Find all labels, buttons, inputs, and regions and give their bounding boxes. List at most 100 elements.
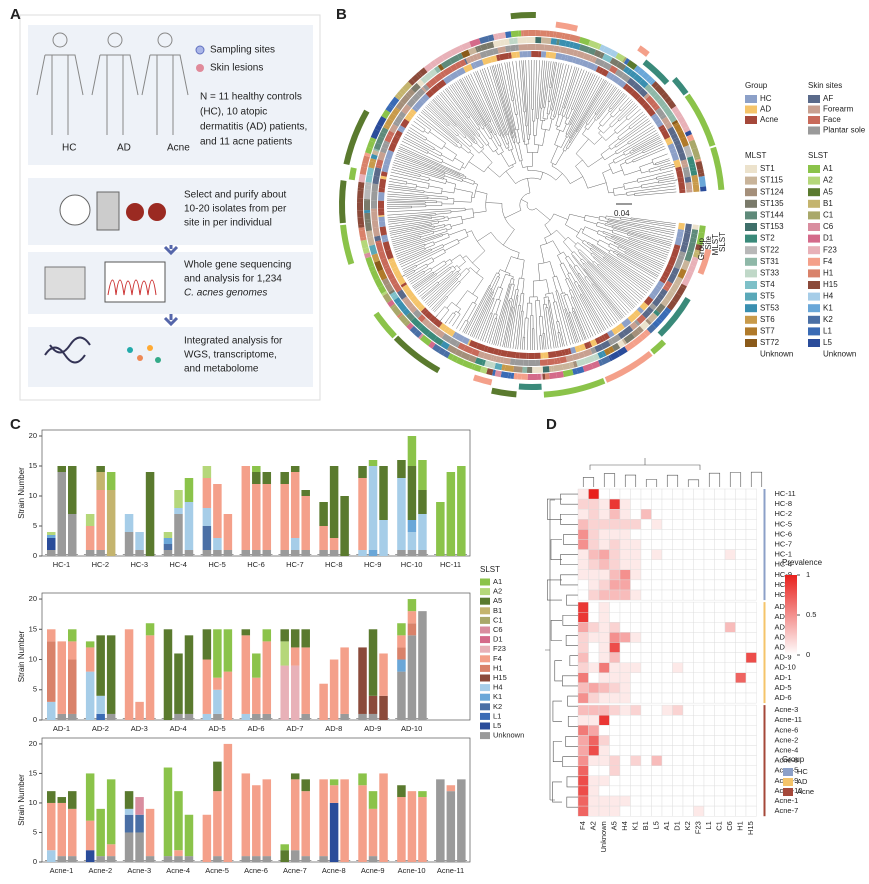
heatmap-cell — [651, 765, 663, 777]
ring-segment — [382, 241, 391, 252]
ring-segment — [381, 142, 390, 150]
bar-segment — [319, 550, 328, 556]
ring-segment — [506, 350, 517, 359]
ring-segment — [692, 224, 699, 230]
ring-segment — [378, 131, 387, 139]
heatmap-cell — [735, 622, 747, 633]
ring-segment — [423, 62, 434, 73]
heatmap-cell — [588, 622, 600, 633]
ring-segment — [376, 115, 387, 128]
ring-segment — [696, 239, 704, 246]
legend-swatch — [480, 636, 490, 644]
ring-segment — [597, 43, 602, 50]
ring-segment — [656, 122, 664, 128]
heatmap-cell — [661, 682, 673, 694]
x-tick-label: HC-11 — [440, 560, 461, 569]
ring-segment — [487, 34, 495, 42]
x-tick-label: HC-6 — [247, 560, 265, 569]
ring-segment — [448, 337, 459, 347]
heatmap-cell — [651, 622, 663, 633]
heatmap-cell — [693, 662, 705, 674]
ring-segment — [636, 306, 644, 314]
bar-segment — [57, 856, 66, 862]
heatmap-cell — [619, 589, 631, 601]
ring-segment — [647, 312, 658, 323]
legend-label: L1 — [823, 327, 832, 336]
bar-segment — [163, 538, 173, 544]
heatmap-cell — [609, 805, 621, 817]
ring-segment — [680, 283, 687, 289]
heatmap-cell — [693, 509, 705, 520]
bar-segment — [85, 820, 95, 851]
heatmap-cell — [714, 775, 726, 787]
legend-label: A2 — [823, 176, 833, 185]
ring-segment — [375, 241, 384, 253]
heatmap-cell — [598, 755, 610, 766]
ring-segment — [695, 160, 704, 171]
column-label: Unknown — [599, 821, 608, 852]
bar-segment — [85, 641, 95, 648]
bar-segment — [174, 508, 183, 514]
heatmap-cell — [588, 704, 600, 716]
label: WGS, transcriptome, — [184, 350, 277, 361]
ring-segment — [595, 65, 602, 73]
ring-segment — [419, 324, 431, 336]
bar-segment — [397, 460, 406, 478]
heatmap-cell — [577, 612, 589, 623]
legend-swatch — [745, 165, 757, 173]
ring-segment — [383, 158, 392, 166]
bar-segment — [368, 460, 378, 466]
bar-segment — [124, 791, 134, 809]
heatmap-cell — [619, 775, 631, 787]
ring-segment — [586, 61, 596, 71]
heatmap-cell — [619, 704, 631, 716]
ring-segment — [368, 265, 376, 272]
heatmap-cell — [693, 745, 705, 756]
icon — [196, 64, 204, 72]
ring-segment — [391, 266, 399, 273]
label: (HC), 10 atopic — [200, 107, 267, 118]
ring-segment — [698, 176, 707, 188]
heatmap-cell — [745, 725, 757, 736]
bar-segment — [213, 689, 222, 714]
ring-segment — [694, 156, 701, 161]
ring-segment — [501, 364, 506, 371]
ring-segment — [468, 354, 477, 363]
ring-segment — [630, 89, 641, 101]
bar-segment — [280, 484, 289, 550]
heatmap-cell — [735, 569, 747, 581]
legend-swatch — [808, 199, 820, 208]
heatmap-cell — [672, 559, 684, 571]
heatmap-cell — [682, 682, 694, 694]
ring-segment — [472, 62, 477, 69]
heatmap-cell — [640, 682, 652, 694]
heatmap-cell — [693, 529, 705, 540]
ring-segment — [380, 175, 387, 180]
bar-segment — [290, 773, 300, 780]
ring-segment — [441, 333, 453, 343]
ring-segment — [417, 304, 426, 312]
ring-segment — [621, 338, 627, 345]
heatmap-cell — [609, 632, 621, 643]
bar-segment — [397, 785, 406, 798]
heatmap-cell — [609, 682, 621, 694]
bar-segment — [174, 653, 183, 714]
ring-segment — [674, 276, 683, 286]
legend-label: D1 — [493, 635, 503, 644]
heatmap-cell — [693, 725, 705, 736]
heatmap-cell — [735, 509, 747, 520]
heatmap-cell — [651, 549, 663, 560]
legend-swatch — [808, 126, 820, 135]
x-tick-label: HC-7 — [286, 560, 304, 569]
bar-segment — [340, 779, 349, 862]
heatmap-cell — [693, 735, 705, 746]
heatmap-cell — [661, 622, 673, 633]
ring-segment — [412, 106, 419, 113]
heatmap-cell — [661, 579, 673, 591]
ring-segment — [578, 351, 585, 359]
heatmap-cell — [577, 785, 589, 797]
heatmap-cell — [735, 795, 747, 807]
heatmap-cell — [693, 785, 705, 797]
ring-segment — [419, 334, 432, 346]
bar-segment — [241, 773, 251, 857]
